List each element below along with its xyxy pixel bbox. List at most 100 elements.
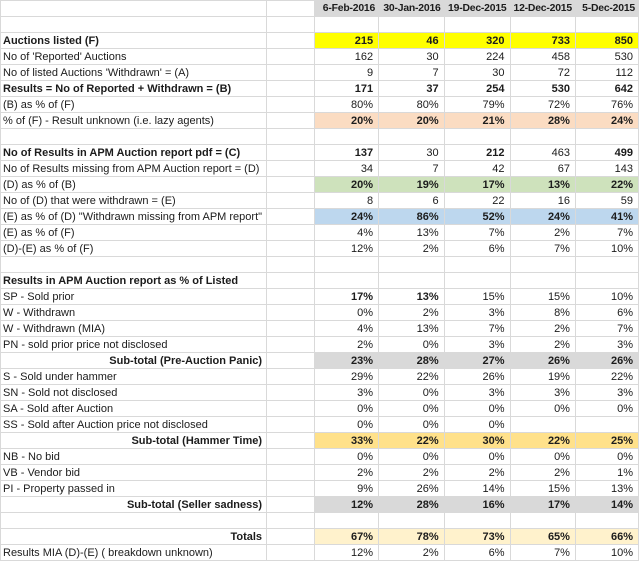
cell[interactable]: 0% <box>378 336 445 353</box>
spacer-cell[interactable] <box>266 384 315 401</box>
row-label[interactable]: W - Withdrawn (MIA) <box>0 320 268 337</box>
cell[interactable]: 3% <box>509 384 576 401</box>
cell[interactable] <box>574 128 639 145</box>
row-label[interactable]: No of 'Reported' Auctions <box>0 48 268 65</box>
row-label[interactable]: S - Sold under hammer <box>0 368 268 385</box>
row-label[interactable]: PI - Property passed in <box>0 480 268 497</box>
cell[interactable]: 7% <box>509 544 576 561</box>
cell[interactable]: 15% <box>509 480 576 497</box>
spacer-cell[interactable] <box>266 448 315 465</box>
row-label[interactable]: NB - No bid <box>0 448 268 465</box>
cell[interactable]: 17% <box>313 288 380 305</box>
cell[interactable]: 37 <box>378 80 445 97</box>
row-label[interactable]: W - Withdrawn <box>0 304 268 321</box>
spacer-cell[interactable] <box>266 464 315 481</box>
cell[interactable]: 8% <box>509 304 576 321</box>
row-label[interactable]: PN - sold prior price not disclosed <box>0 336 268 353</box>
cell[interactable]: 22% <box>378 368 445 385</box>
row-label[interactable]: Totals <box>0 528 268 545</box>
cell[interactable]: 212 <box>443 144 511 161</box>
cell[interactable] <box>509 128 576 145</box>
spacer-cell[interactable] <box>266 128 315 145</box>
spacer-cell[interactable] <box>266 48 315 65</box>
cell[interactable]: 13% <box>378 288 445 305</box>
cell[interactable] <box>313 256 380 273</box>
cell[interactable] <box>574 512 639 529</box>
column-header-date[interactable]: 30-Jan-2016 <box>378 0 445 17</box>
cell[interactable]: 112 <box>574 64 639 81</box>
cell[interactable]: 10% <box>574 544 639 561</box>
row-label[interactable]: Results MIA (D)-(E) ( breakdown unknown) <box>0 544 268 561</box>
cell[interactable]: 162 <box>313 48 380 65</box>
cell[interactable]: 2% <box>509 320 576 337</box>
cell[interactable]: 24% <box>509 208 576 225</box>
cell[interactable]: 0% <box>509 448 576 465</box>
cell[interactable]: 12% <box>313 544 380 561</box>
row-label[interactable]: (D)-(E) as % of (F) <box>0 240 268 257</box>
cell[interactable] <box>313 272 380 289</box>
spacer-cell[interactable] <box>266 368 315 385</box>
cell[interactable]: 850 <box>574 32 639 49</box>
cell[interactable]: 26% <box>509 352 576 369</box>
spacer-cell[interactable] <box>266 224 315 241</box>
cell[interactable]: 14% <box>574 496 639 513</box>
cell[interactable]: 4% <box>313 320 380 337</box>
cell[interactable]: 19% <box>378 176 445 193</box>
cell[interactable]: 642 <box>574 80 639 97</box>
cell[interactable]: 13% <box>509 176 576 193</box>
cell[interactable]: 46 <box>378 32 445 49</box>
cell[interactable]: 0% <box>313 448 380 465</box>
spacer-cell[interactable] <box>266 160 315 177</box>
spacer-cell[interactable] <box>266 432 315 449</box>
cell[interactable]: 15% <box>509 288 576 305</box>
cell[interactable]: 30% <box>443 432 511 449</box>
spacer-cell[interactable] <box>266 320 315 337</box>
cell[interactable]: 6% <box>443 544 511 561</box>
cell[interactable]: 3% <box>574 336 639 353</box>
cell[interactable] <box>378 272 445 289</box>
cell[interactable]: 52% <box>443 208 511 225</box>
cell[interactable]: 2% <box>509 336 576 353</box>
cell[interactable]: 733 <box>509 32 576 49</box>
column-header-date[interactable]: 12-Dec-2015 <box>509 0 576 17</box>
row-label[interactable]: (B) as % of (F) <box>0 96 268 113</box>
cell[interactable]: 15% <box>443 288 511 305</box>
cell[interactable]: 4% <box>313 224 380 241</box>
cell[interactable] <box>443 512 511 529</box>
cell[interactable]: 0% <box>313 400 380 417</box>
cell[interactable] <box>574 16 639 33</box>
spacer-cell[interactable] <box>266 0 315 17</box>
spacer-cell[interactable] <box>266 240 315 257</box>
cell[interactable]: 3% <box>443 384 511 401</box>
spacer-cell[interactable] <box>266 496 315 513</box>
row-label[interactable]: Sub-total (Hammer Time) <box>0 432 268 449</box>
row-label[interactable] <box>0 128 268 145</box>
cell[interactable]: 224 <box>443 48 511 65</box>
cell[interactable]: 9 <box>313 64 380 81</box>
cell[interactable]: 499 <box>574 144 639 161</box>
cell[interactable]: 20% <box>378 112 445 129</box>
row-label[interactable]: Results in APM Auction report as % of Li… <box>0 272 268 289</box>
cell[interactable]: 80% <box>313 96 380 113</box>
cell[interactable]: 0% <box>443 400 511 417</box>
row-label[interactable]: (E) as % of (F) <box>0 224 268 241</box>
cell[interactable]: 13% <box>574 480 639 497</box>
spacer-cell[interactable] <box>266 416 315 433</box>
cell[interactable]: 29% <box>313 368 380 385</box>
cell[interactable]: 20% <box>313 176 380 193</box>
cell[interactable]: 28% <box>509 112 576 129</box>
cell[interactable] <box>509 272 576 289</box>
cell[interactable]: 12% <box>313 496 380 513</box>
cell[interactable]: 7% <box>574 224 639 241</box>
cell[interactable]: 76% <box>574 96 639 113</box>
cell[interactable] <box>443 16 511 33</box>
cell[interactable]: 3% <box>443 336 511 353</box>
cell[interactable] <box>509 16 576 33</box>
cell[interactable]: 78% <box>378 528 445 545</box>
spacer-cell[interactable] <box>266 400 315 417</box>
cell[interactable]: 7 <box>378 160 445 177</box>
cell[interactable]: 6% <box>443 240 511 257</box>
cell[interactable] <box>509 416 576 433</box>
spacer-cell[interactable] <box>266 304 315 321</box>
cell[interactable]: 28% <box>378 352 445 369</box>
